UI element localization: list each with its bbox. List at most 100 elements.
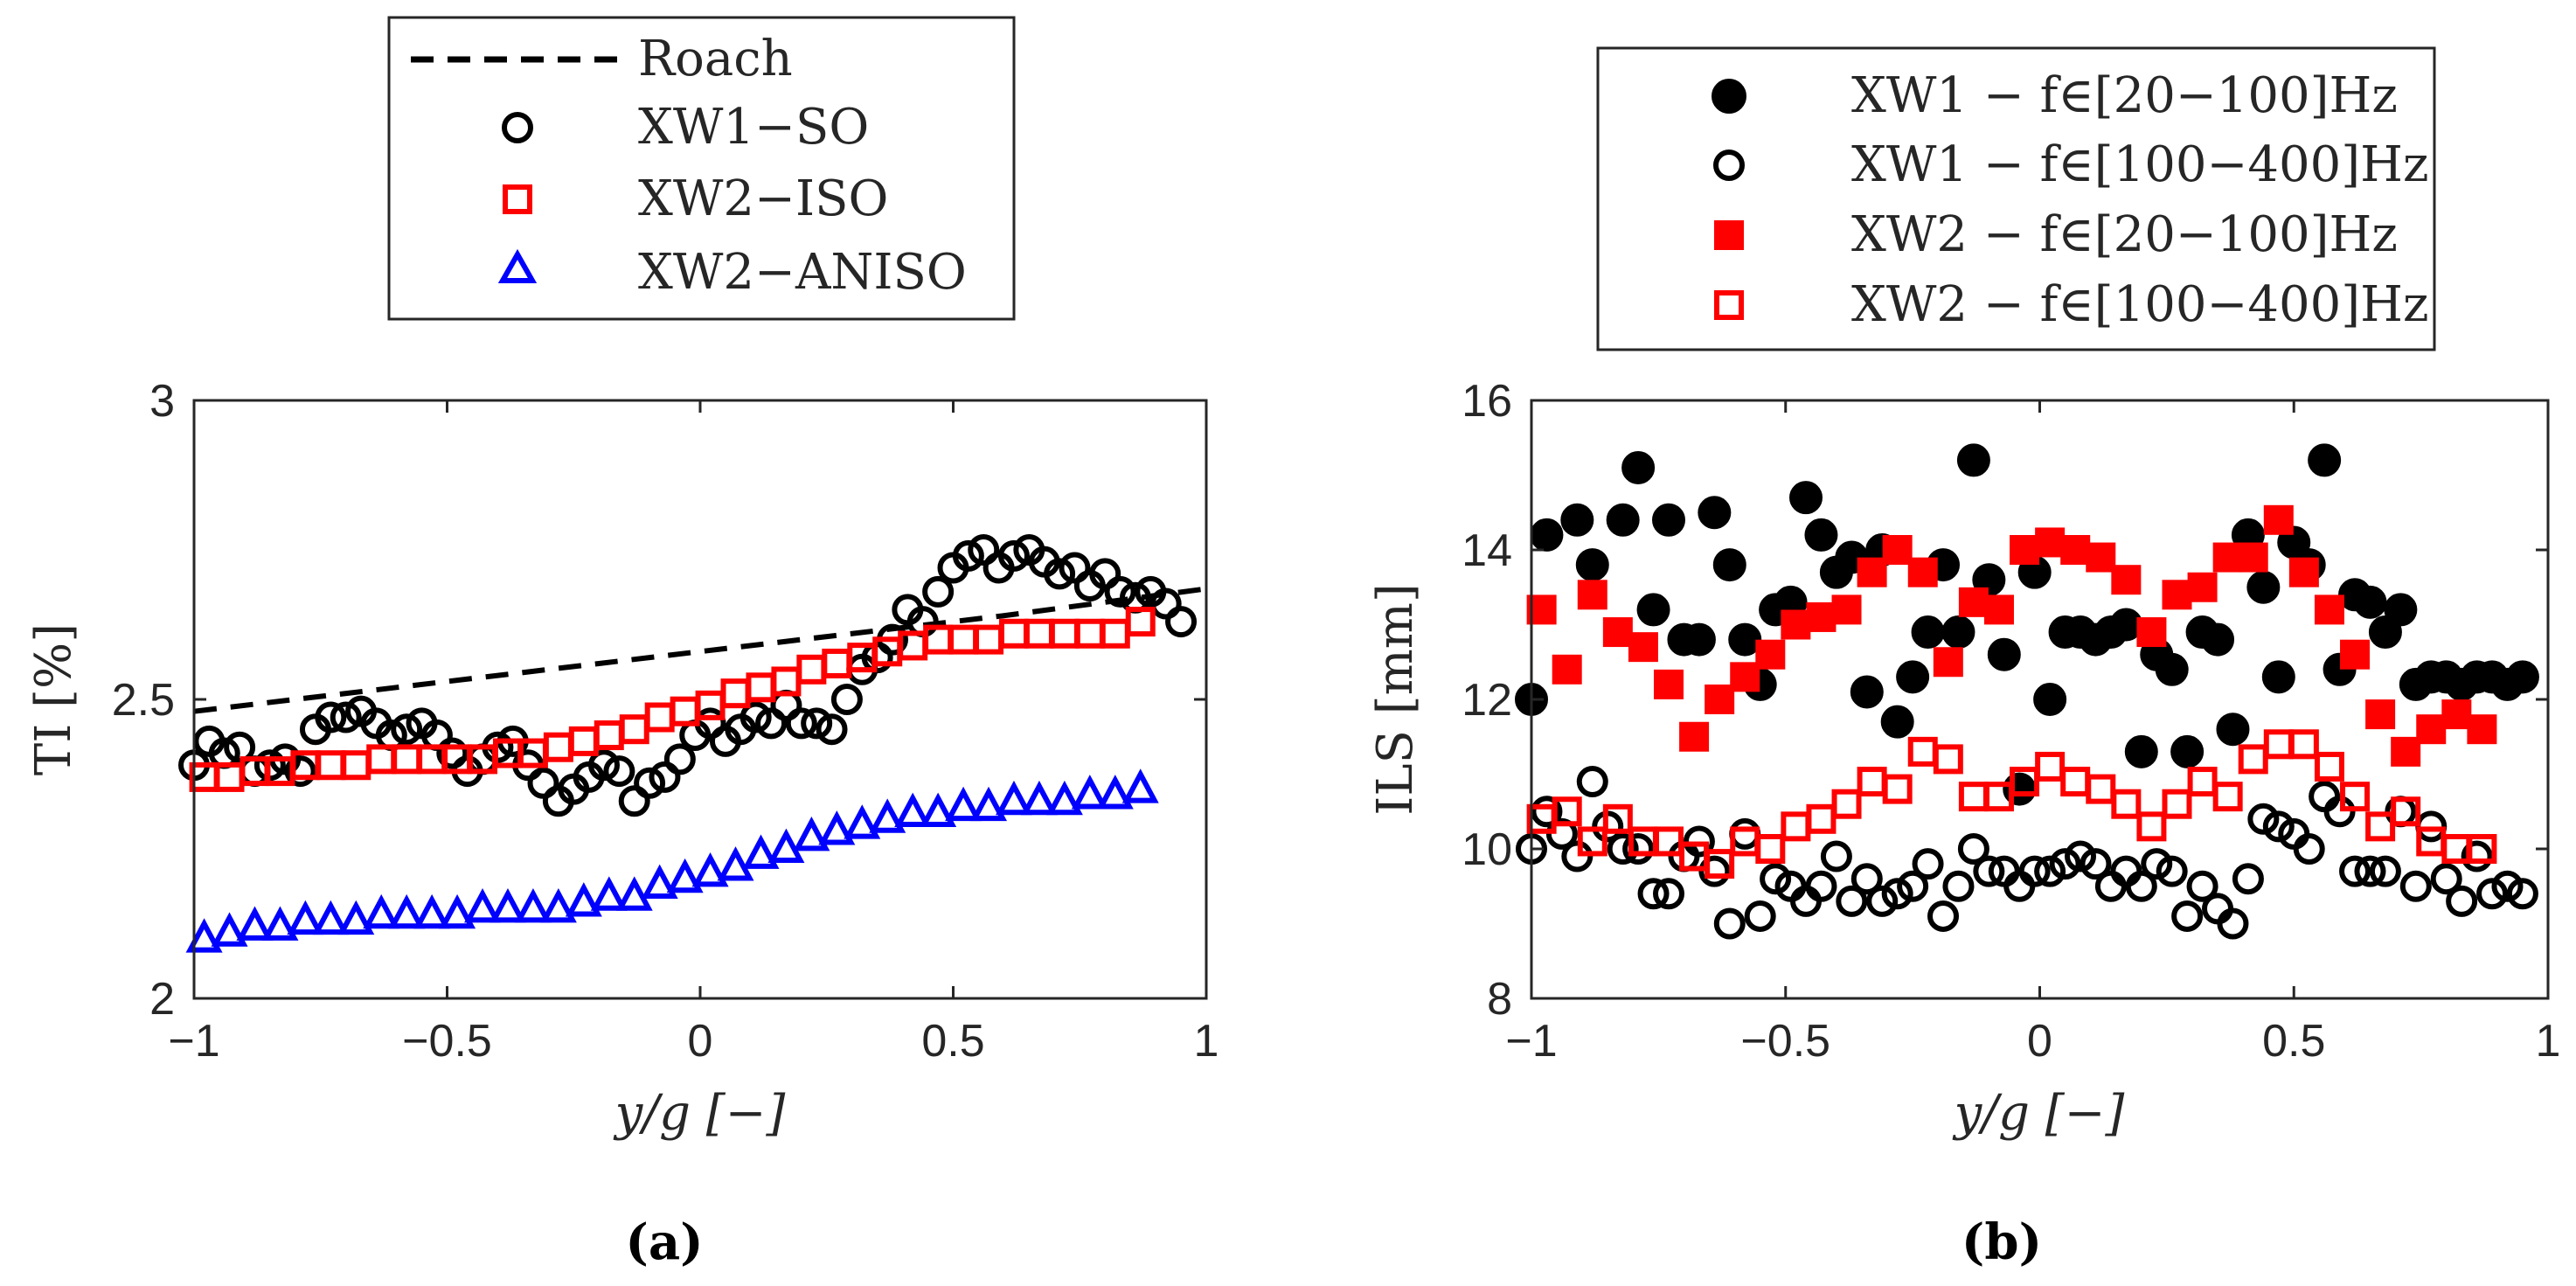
point-b-0-63 [2505, 660, 2539, 694]
point-b-1-62 [2461, 840, 2493, 872]
point-a-2-12 [492, 738, 523, 768]
point-b-2-13 [1857, 557, 1887, 587]
legend-a-xw2iso-label: XW2−ISO [638, 170, 888, 227]
point-a-3-32 [995, 780, 1032, 816]
point-a-2-29 [923, 624, 954, 655]
point-a-1-30 [634, 767, 666, 799]
legend-a-xw1-label: XW1−SO [638, 99, 869, 156]
point-b-0-16 [1789, 481, 1823, 515]
point-b-2-26 [2187, 572, 2218, 602]
point-b-1-23 [1866, 885, 1899, 917]
point-b-2-24 [2136, 617, 2167, 648]
point-a-3-11 [464, 888, 502, 923]
legend-b-s1-label: XW1 − f∈[100−400]Hz [1851, 136, 2429, 193]
point-a-2-1 [214, 761, 245, 792]
point-a-2-30 [948, 624, 979, 655]
point-a-2-20 [695, 690, 726, 720]
point-b-2-20 [2035, 527, 2066, 558]
panel-a: −1 −0.5 0 0.5 1 22.53 y/g [−] TI [%] (a) [25, 376, 1219, 1271]
point-b-3-37 [2467, 834, 2497, 864]
point-b-0-47 [2261, 660, 2295, 694]
point-b-2-22 [2086, 542, 2116, 573]
point-b-0-4 [1606, 503, 1640, 537]
point-b-0-44 [2216, 713, 2250, 747]
legend-a-roach-label: Roach [638, 31, 793, 87]
point-a-1-31 [649, 761, 681, 793]
point-b-0-32 [2033, 683, 2067, 716]
point-b-2-2 [1577, 580, 1607, 610]
point-b-3-27 [2212, 782, 2243, 812]
point-a-1-23 [527, 767, 559, 799]
point-a-3-15 [565, 882, 602, 917]
point-a-3-14 [539, 888, 577, 923]
point-b-1-24 [1881, 878, 1913, 910]
point-b-1-19 [1805, 870, 1837, 902]
point-a-2-8 [392, 744, 422, 775]
point-b-1-47 [2232, 863, 2264, 895]
point-a-1-65 [1165, 606, 1198, 638]
point-a-3-27 [869, 798, 906, 833]
point-b-1-16 [1760, 863, 1792, 895]
point-b-0-2 [1560, 503, 1594, 537]
point-a-2-3 [265, 756, 295, 787]
point-b-0-46 [2246, 570, 2281, 604]
xticks-b: −1 −0.5 0 0.5 1 [1505, 400, 2560, 1067]
point-a-2-37 [1125, 607, 1156, 637]
legend-a-xw2aniso-label: XW2−ANISO [638, 244, 967, 301]
point-a-2-5 [316, 750, 346, 781]
point-b-0-26 [1941, 615, 1975, 650]
point-b-3-13 [1857, 767, 1887, 797]
point-a-3-28 [894, 792, 932, 827]
point-a-1-40 [785, 707, 817, 740]
point-a-2-17 [619, 714, 649, 745]
point-a-2-26 [847, 643, 878, 673]
point-b-2-23 [2111, 565, 2142, 595]
point-b-0-10 [1698, 496, 1732, 530]
point-b-2-14 [1882, 535, 1913, 565]
legend-b-s3-swatch [1714, 290, 1744, 320]
point-a-1-14 [391, 713, 423, 746]
point-a-1-37 [739, 701, 772, 733]
point-b-3-30 [2288, 729, 2319, 760]
point-a-3-20 [691, 852, 729, 887]
x-tick-label-a-2: 0 [688, 1016, 713, 1067]
point-a-1-28 [603, 755, 635, 788]
point-b-1-60 [2430, 863, 2462, 895]
point-a-3-5 [312, 900, 350, 935]
point-a-3-22 [742, 834, 780, 869]
point-a-3-18 [641, 864, 678, 900]
point-b-3-22 [2086, 774, 2116, 804]
y-tick-label-a-1: 2.5 [112, 675, 175, 726]
point-a-3-29 [920, 792, 957, 827]
point-a-1-3 [224, 731, 256, 763]
point-b-1-44 [2186, 870, 2218, 902]
legend-b-s0-swatch [1712, 79, 1746, 114]
point-a-3-12 [489, 888, 526, 923]
point-b-2-9 [1755, 639, 1786, 670]
point-b-2-19 [2010, 535, 2040, 565]
point-a-1-61 [1104, 575, 1136, 608]
x-tick-label-b-4: 1 [2536, 1016, 2561, 1067]
point-b-1-46 [2217, 907, 2249, 940]
point-b-3-8 [1730, 826, 1760, 857]
point-b-0-3 [1575, 548, 1609, 582]
panel-label-a: (a) [625, 1213, 703, 1271]
point-b-1-42 [2156, 855, 2188, 887]
point-b-3-28 [2238, 744, 2268, 775]
point-a-1-38 [755, 707, 788, 740]
point-b-1-11 [1683, 825, 1715, 858]
point-a-3-9 [413, 893, 451, 929]
point-a-1-49 [922, 575, 955, 608]
point-b-0-22 [1880, 705, 1914, 739]
panel-b: −1 −0.5 0 0.5 1 8 10 12 14 16 y/g [−] ILS [mm] (… [1367, 376, 2560, 1271]
series-b-1 [1516, 766, 2538, 940]
point-b-3-34 [2391, 796, 2421, 827]
point-b-3-35 [2416, 826, 2447, 857]
point-b-3-20 [2035, 751, 2066, 782]
point-b-0-29 [1987, 637, 2021, 671]
point-a-2-4 [290, 750, 321, 781]
point-a-1-54 [997, 539, 1030, 572]
point-a-3-0 [185, 918, 223, 953]
x-tick-label-b-3: 0.5 [2262, 1016, 2325, 1067]
point-a-2-21 [720, 678, 751, 709]
